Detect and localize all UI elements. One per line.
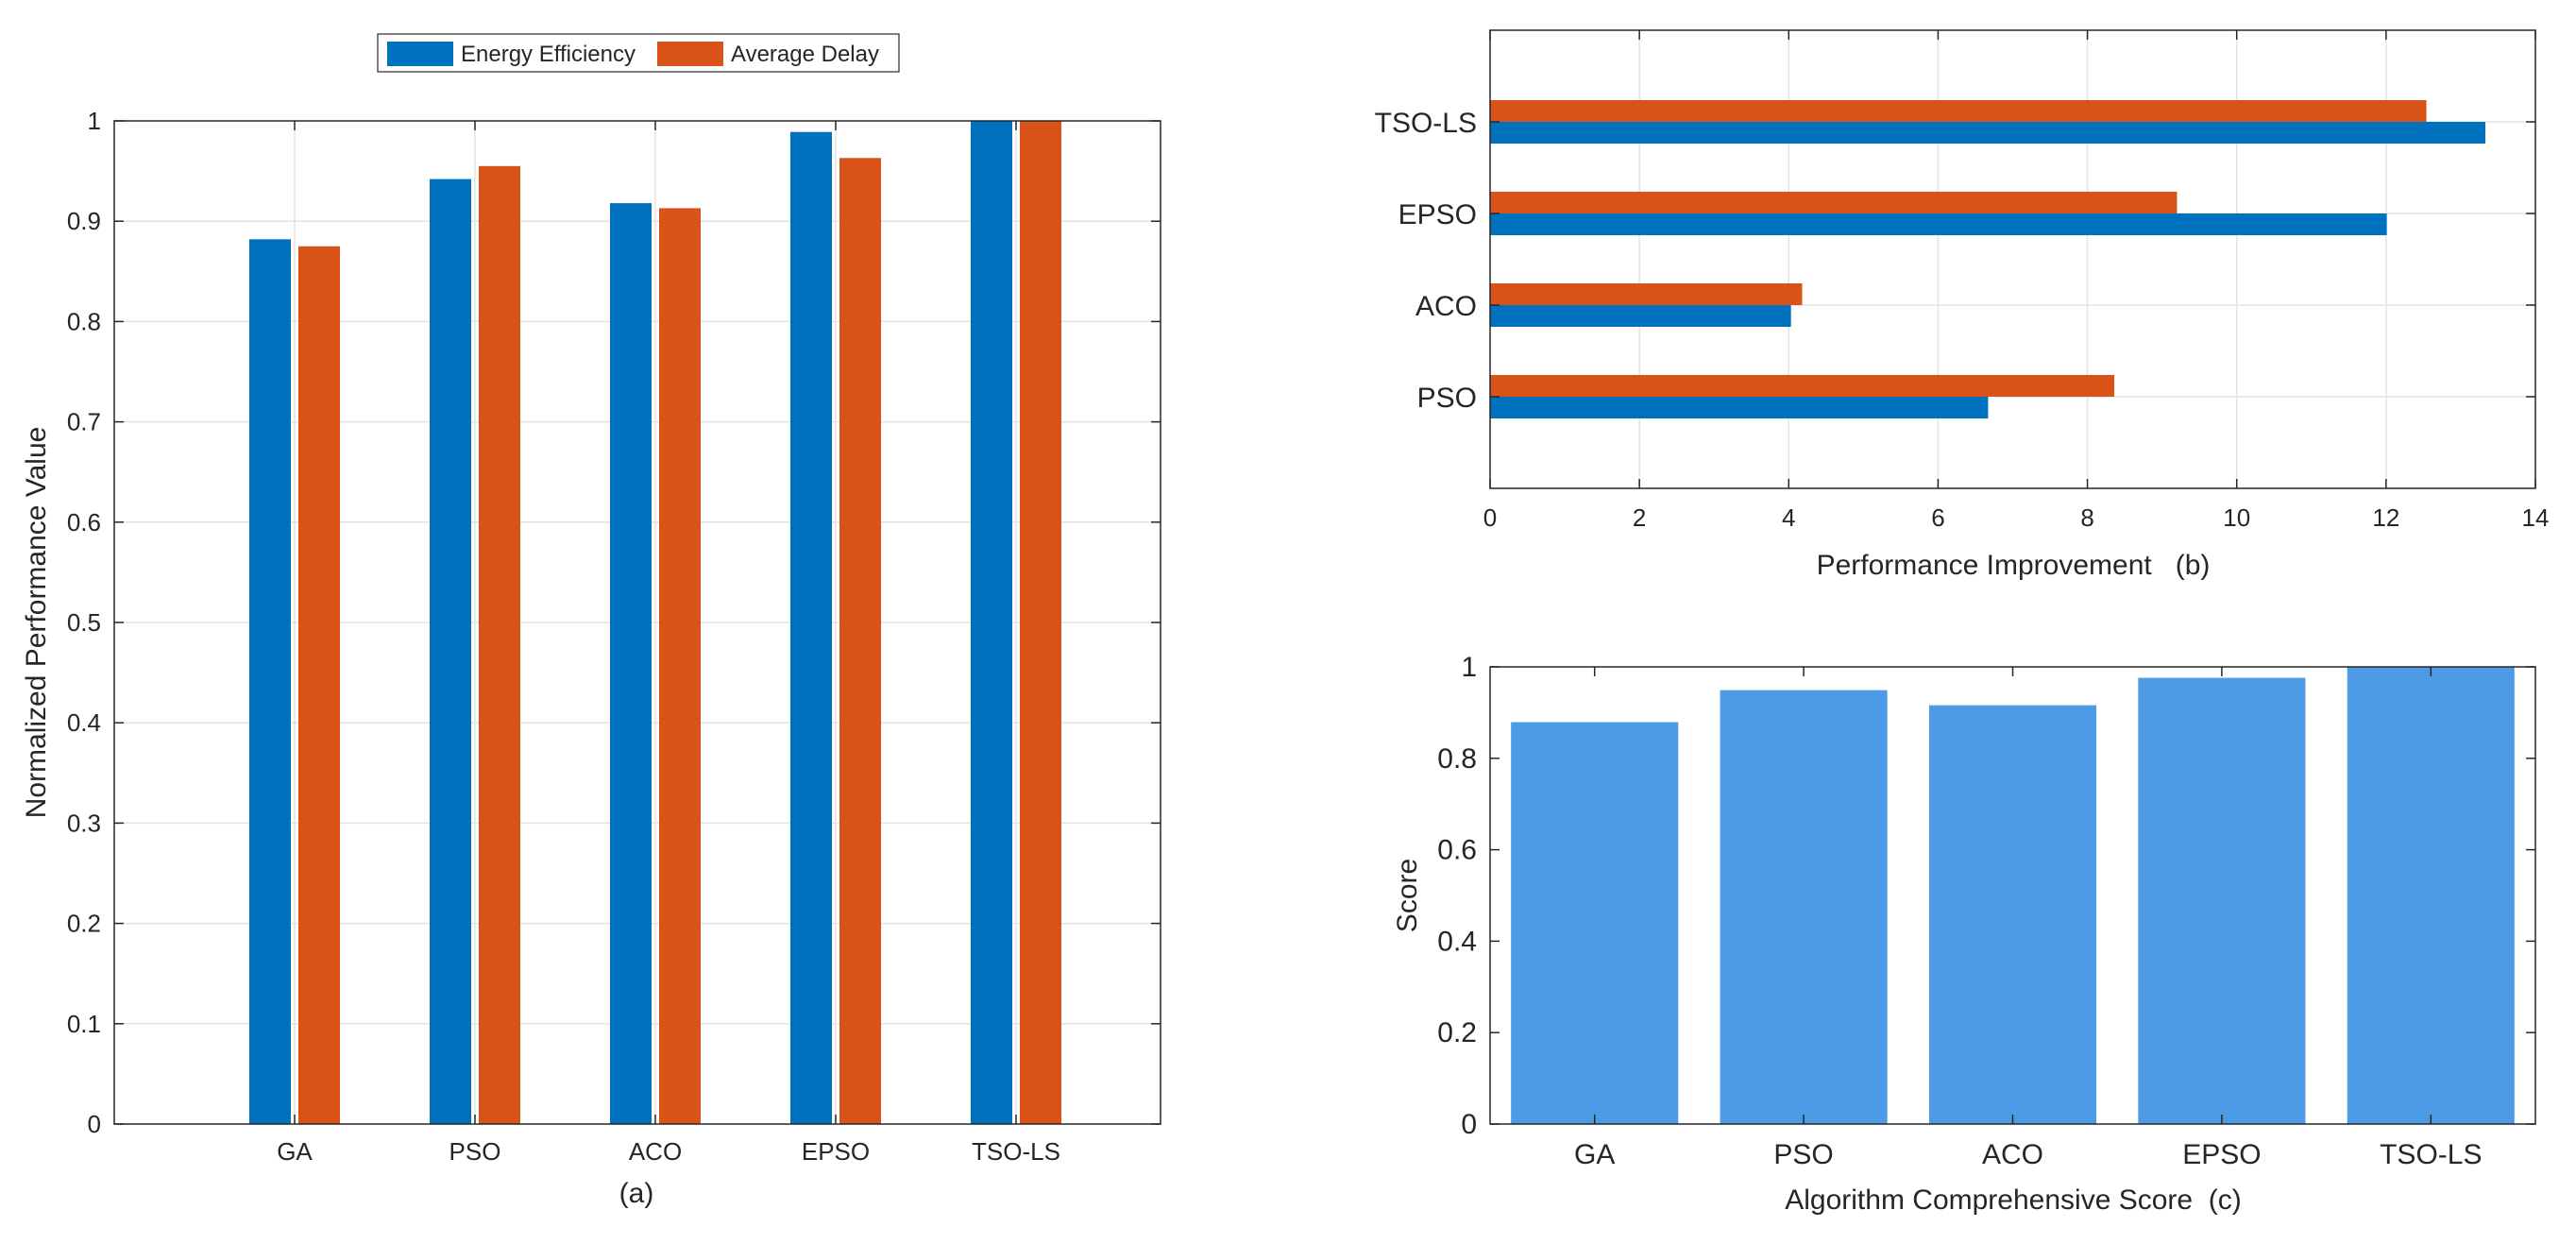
panel-b-ticks: 0 2 4 6 8 10 12 14 PSO ACO EPSO TSO-LS — [1375, 30, 2550, 532]
panel-a-xtick-label: PSO — [449, 1137, 501, 1166]
panel-b-ytick-label: TSO-LS — [1375, 108, 1477, 139]
bar-b-energy-pso — [1490, 397, 1989, 418]
legend-swatch-energy — [387, 42, 453, 66]
panel-a-xtick-label: EPSO — [802, 1137, 870, 1166]
panel-c-chart: 0 0.2 0.4 0.6 0.8 1 GA PSO ACO EPSO TSO-LS Algorit… — [1392, 652, 2536, 1216]
panel-b-xtick-label: 14 — [2522, 503, 2550, 532]
bar-c-ga — [1511, 722, 1679, 1124]
panel-b-ytick-label: EPSO — [1398, 199, 1477, 230]
bar-a-delay-ga — [298, 246, 340, 1124]
bar-a-delay-epso — [839, 158, 881, 1124]
panel-a-chart: 0 0.1 0.2 0.3 0.4 0.5 0.6 0.7 0.8 0.9 1 GA PSO ACO EPS… — [21, 33, 1161, 1209]
bar-a-energy-tso-ls — [971, 121, 1012, 1124]
bar-c-pso — [1720, 690, 1888, 1124]
panel-a-ytick-label: 0.8 — [67, 307, 101, 335]
panel-c-ytick-label: 0.8 — [1437, 743, 1477, 775]
bar-c-tso-ls — [2347, 667, 2515, 1124]
panel-a-ticks: 0 0.1 0.2 0.3 0.4 0.5 0.6 0.7 0.8 0.9 1 GA PSO ACO EPS… — [67, 107, 1161, 1166]
panel-c-xtick-label: GA — [1574, 1139, 1615, 1170]
panel-a-xtick-label: TSO-LS — [972, 1137, 1060, 1166]
panel-c-xtick-label: EPSO — [2182, 1139, 2261, 1170]
panel-c-ylabel: Score — [1392, 859, 1423, 932]
panel-b-xtick-label: 2 — [1633, 503, 1646, 532]
panel-b-xtick-label: 10 — [2223, 503, 2250, 532]
panel-a-ytick-label: 0.9 — [67, 207, 101, 235]
legend-swatch-delay — [657, 42, 723, 66]
panel-a-ytick-label: 0.6 — [67, 508, 101, 537]
panel-c-ytick-label: 0 — [1461, 1109, 1477, 1140]
bar-b-delay-epso — [1490, 192, 2178, 213]
bar-b-delay-aco — [1490, 283, 1803, 305]
bar-b-delay-pso — [1490, 375, 2115, 397]
panel-c-ytick-label: 0.6 — [1437, 835, 1477, 866]
panel-b-xtick-label: 6 — [1931, 503, 1944, 532]
panel-c-xtick-label: PSO — [1773, 1139, 1833, 1170]
bar-c-epso — [2138, 677, 2306, 1124]
panel-b-ytick-label: ACO — [1415, 291, 1477, 322]
panel-b-bars — [1490, 100, 2486, 418]
panel-c-xlabel: Algorithm Comprehensive Score (c) — [1785, 1184, 2242, 1216]
bar-b-energy-aco — [1490, 305, 1791, 327]
panel-b-chart: 0 2 4 6 8 10 12 14 PSO ACO EPSO TSO-LS Performance … — [1375, 29, 2550, 581]
panel-c-xtick-label: ACO — [1982, 1139, 2043, 1170]
panel-c-ticks: 0 0.2 0.4 0.6 0.8 1 GA PSO ACO EPSO TSO-LS — [1437, 652, 2535, 1170]
panel-c-ytick-label: 1 — [1461, 652, 1477, 683]
legend-label-delay: Average Delay — [731, 42, 879, 67]
panel-a-legend: Energy Efficiency Average Delay — [377, 33, 900, 73]
panel-a-ytick-label: 0.3 — [67, 809, 101, 837]
bar-a-energy-pso — [430, 179, 471, 1124]
panel-c-bars — [1511, 667, 2515, 1124]
bar-a-energy-epso — [790, 131, 832, 1124]
bar-a-delay-pso — [479, 165, 520, 1125]
bar-c-aco — [1928, 705, 2097, 1124]
bar-a-delay-aco — [659, 208, 701, 1125]
panel-c-ytick-label: 0.4 — [1437, 926, 1477, 957]
panel-a-xtick-label: GA — [277, 1137, 313, 1166]
bar-a-energy-aco — [610, 203, 652, 1125]
panel-a-xlabel: (a) — [619, 1178, 654, 1209]
panel-a-ytick-label: 0.2 — [67, 910, 101, 938]
panel-a-ytick-label: 0.5 — [67, 608, 101, 637]
panel-a-xtick-label: ACO — [629, 1137, 682, 1166]
panel-b-xlabel: Performance Improvement (b) — [1817, 550, 2211, 581]
panel-a-ylabel: Normalized Performance Value — [21, 427, 52, 819]
bar-a-delay-tso-ls — [1020, 121, 1061, 1124]
panel-a-ytick-label: 1 — [88, 107, 101, 135]
bar-a-energy-ga — [249, 239, 291, 1125]
panel-b-grid — [1490, 30, 2535, 488]
panel-b-xtick-label: 12 — [2372, 503, 2399, 532]
panel-b-axes-box — [1489, 29, 2536, 489]
panel-a-bars — [249, 121, 1061, 1125]
bar-b-delay-tso-ls — [1490, 100, 2427, 122]
legend-label-energy: Energy Efficiency — [461, 42, 636, 67]
panel-c-xtick-label: TSO-LS — [2380, 1139, 2482, 1170]
panel-a-ytick-label: 0.7 — [67, 408, 101, 436]
panel-a-ytick-label: 0 — [88, 1110, 101, 1138]
panel-b-ytick-label: PSO — [1417, 383, 1477, 414]
legend-box — [377, 33, 900, 73]
panel-b-xtick-label: 4 — [1782, 503, 1795, 532]
panel-a-ytick-label: 0.4 — [67, 708, 101, 737]
panel-b-xtick-label: 0 — [1483, 503, 1497, 532]
panel-c-ytick-label: 0.2 — [1437, 1017, 1477, 1048]
panel-b-xtick-label: 8 — [2080, 503, 2093, 532]
panel-a-ytick-label: 0.1 — [67, 1010, 101, 1038]
bar-b-energy-tso-ls — [1490, 122, 2486, 144]
bar-b-energy-epso — [1490, 213, 2387, 235]
